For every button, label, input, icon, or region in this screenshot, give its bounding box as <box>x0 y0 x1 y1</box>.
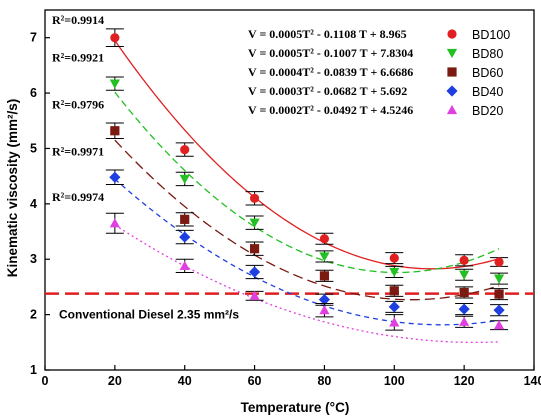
data-point-bd100 <box>494 257 504 267</box>
fit-curve-bd80 <box>114 91 500 274</box>
x-tick-label: 140 <box>524 374 541 388</box>
legend-marker-bd100 <box>447 29 457 39</box>
data-point-bd20 <box>493 320 505 330</box>
data-point-bd60 <box>180 214 190 224</box>
data-point-bd40 <box>318 294 331 306</box>
data-point-bd80 <box>459 270 470 280</box>
data-point-bd80 <box>249 218 260 228</box>
data-point-bd80 <box>109 79 120 89</box>
series-bd100 <box>105 28 509 267</box>
legend-label-bd20: BD20 <box>472 104 503 118</box>
legend-marker-bd60 <box>447 67 457 77</box>
data-point-bd40 <box>493 304 505 316</box>
data-point-bd60 <box>459 287 469 298</box>
x-tick-label: 20 <box>108 374 122 388</box>
legend-label-bd60: BD60 <box>472 66 503 80</box>
data-point-bd40 <box>248 266 261 278</box>
x-tick-label: 100 <box>384 374 405 388</box>
r2-label-bd60: R²=0.9796 <box>52 98 104 112</box>
data-point-bd100 <box>319 234 330 244</box>
y-tick-label: 2 <box>30 308 37 322</box>
y-axis-title: Kinematic viscosity (mm²/s) <box>5 99 20 278</box>
legend-marker-bd40 <box>446 85 458 97</box>
data-point-bd20 <box>389 317 400 327</box>
r2-label-bd80: R²=0.9921 <box>52 51 104 65</box>
legend-marker-bd80 <box>446 48 458 59</box>
series-bd20 <box>105 212 509 331</box>
series-bd40 <box>105 169 509 317</box>
r2-label-bd100: R²=0.9914 <box>52 13 104 27</box>
legend: V = 0.0005T² - 0.1108 T + 8.965 BD100 V = … <box>248 27 510 118</box>
data-point-bd60 <box>249 244 260 254</box>
y-tick-label: 7 <box>30 31 37 45</box>
data-point-bd80 <box>493 274 505 284</box>
legend-marker-bd20 <box>446 104 458 115</box>
reference-line-label: Conventional Diesel 2.35 mm²/s <box>59 308 239 322</box>
data-point-bd20 <box>319 305 330 315</box>
data-point-bd20 <box>459 316 470 326</box>
equation-bd100: V = 0.0005T² - 0.1108 T + 8.965 <box>248 27 407 41</box>
data-point-bd100 <box>459 255 469 265</box>
x-tick-label: 120 <box>454 374 475 388</box>
r2-label-bd40: R²=0.9971 <box>52 144 104 158</box>
data-point-bd20 <box>179 260 190 270</box>
legend-label-bd40: BD40 <box>472 85 503 99</box>
y-tick-label: 6 <box>30 86 37 100</box>
data-point-bd80 <box>389 267 400 278</box>
data-point-bd60 <box>110 126 120 136</box>
fit-curve-bd100 <box>114 40 500 270</box>
equation-bd40: V = 0.0003T² - 0.0682 T + 5.692 <box>248 84 407 98</box>
data-point-bd40 <box>179 231 191 243</box>
data-point-bd100 <box>389 253 399 263</box>
data-point-bd40 <box>458 303 470 315</box>
r2-label-bd20: R²=0.9974 <box>52 190 104 204</box>
data-point-bd100 <box>249 193 260 203</box>
y-tick-label: 4 <box>30 197 37 211</box>
data-point-bd100 <box>110 33 120 43</box>
x-tick-label: 0 <box>42 374 49 388</box>
data-point-bd100 <box>180 144 190 155</box>
y-tick-label: 3 <box>30 252 37 266</box>
y-tick-label: 5 <box>30 141 37 155</box>
plot-frame <box>44 9 535 371</box>
fit-curve-bd20 <box>114 224 500 344</box>
data-point-bd80 <box>319 252 330 262</box>
y-tick-label: 1 <box>30 363 37 377</box>
data-point-bd60 <box>494 289 504 299</box>
legend-label-bd100: BD100 <box>472 28 510 42</box>
data-point-bd40 <box>388 301 400 313</box>
equation-bd60: V = 0.0004T² - 0.0839 T + 6.6686 <box>248 65 413 79</box>
series-bd60 <box>105 122 509 301</box>
fit-curve-bd40 <box>114 178 500 326</box>
data-point-bd20 <box>249 290 260 300</box>
equation-bd20: V = 0.0002T² - 0.0492 T + 4.5246 <box>248 103 413 117</box>
data-point-bd20 <box>109 218 120 228</box>
x-axis-title: Temperature (°C) <box>241 400 350 415</box>
data-point-bd40 <box>109 171 121 183</box>
data-point-bd60 <box>319 271 330 281</box>
x-tick-label: 60 <box>248 374 262 388</box>
equation-bd80: V = 0.0005T² - 0.1007 T + 7.8304 <box>248 46 413 60</box>
series-bd80 <box>105 76 509 285</box>
data-point-bd60 <box>389 286 399 296</box>
data-point-bd80 <box>179 174 190 185</box>
legend-label-bd80: BD80 <box>472 47 503 61</box>
fit-curve-bd60 <box>114 139 500 301</box>
x-tick-label: 80 <box>317 374 331 388</box>
x-tick-label: 40 <box>178 374 192 388</box>
